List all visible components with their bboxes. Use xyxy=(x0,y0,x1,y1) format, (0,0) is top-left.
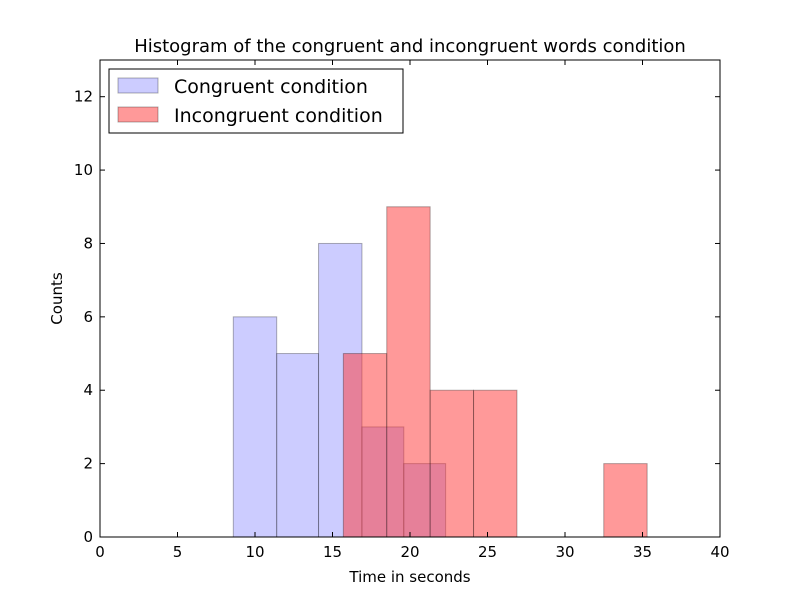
y-tick-label-6: 12 xyxy=(74,88,93,106)
ticks-layer: 0 5 10 15 20 25 30 35 40 0 2 4 6 8 10 12 xyxy=(74,60,730,561)
x-tick-label-5: 25 xyxy=(478,543,497,561)
y-tick-label-2: 4 xyxy=(83,381,93,399)
x-tick-label-4: 20 xyxy=(400,543,419,561)
y-tick-label-3: 6 xyxy=(83,308,93,326)
x-tick-label-3: 15 xyxy=(323,543,342,561)
x-tick-label-2: 10 xyxy=(245,543,264,561)
legend-label-incongruent: Incongruent condition xyxy=(174,105,383,127)
x-tick-label-6: 30 xyxy=(555,543,574,561)
y-tick-label-0: 0 xyxy=(83,528,93,546)
bars-layer xyxy=(232,206,648,538)
y-axis-label: Counts xyxy=(48,272,66,325)
x-tick-label-1: 5 xyxy=(173,543,183,561)
y-tick-label-5: 10 xyxy=(74,161,93,179)
bar-incongruent-6 xyxy=(603,463,648,538)
bar-congruent-0 xyxy=(232,316,278,538)
bar-incongruent-3 xyxy=(473,389,518,538)
legend-label-congruent: Congruent condition xyxy=(174,76,368,98)
bar-incongruent-1 xyxy=(386,206,431,538)
legend-swatch-incongruent xyxy=(117,106,159,123)
bar-incongruent-0 xyxy=(342,353,388,538)
chart-title: Histogram of the congruent and incongrue… xyxy=(134,36,686,57)
legend-swatch-congruent xyxy=(117,77,159,94)
x-tick-label-7: 35 xyxy=(633,543,652,561)
y-tick-label-4: 8 xyxy=(83,234,93,252)
x-tick-label-8: 40 xyxy=(710,543,729,561)
y-tick-label-1: 2 xyxy=(83,455,93,473)
bar-incongruent-2 xyxy=(429,389,475,538)
x-axis-label: Time in seconds xyxy=(348,568,470,586)
legend: Congruent condition Incongruent conditio… xyxy=(108,68,404,134)
bar-congruent-1 xyxy=(276,353,320,538)
x-tick-label-0: 0 xyxy=(95,543,105,561)
